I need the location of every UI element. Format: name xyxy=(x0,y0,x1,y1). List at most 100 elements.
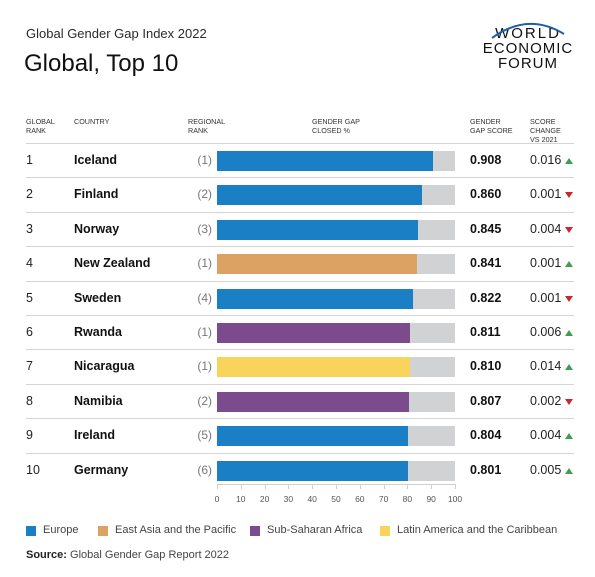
score-change: 0.001 xyxy=(530,256,562,271)
x-tick-label: 90 xyxy=(426,494,436,504)
legend-swatch xyxy=(98,526,108,536)
x-tick-label: 10 xyxy=(236,494,246,504)
wef-logo: WORLD ECONOMIC FORUM xyxy=(478,23,578,71)
x-tick-mark xyxy=(407,484,409,489)
score-change: 0.004 xyxy=(530,428,562,443)
regional-rank: (1) xyxy=(197,153,212,167)
score-change: 0.004 xyxy=(530,221,562,236)
bar-track xyxy=(217,219,455,240)
bar-track xyxy=(217,254,455,275)
chart-subtitle: Global Gender Gap Index 2022 xyxy=(26,26,207,41)
logo-swoosh-icon xyxy=(491,23,565,39)
global-rank: 10 xyxy=(26,462,40,477)
bar-gap-closed xyxy=(217,288,413,309)
row-divider xyxy=(26,315,574,316)
x-tick-label: 100 xyxy=(447,494,463,504)
arrow-up-icon xyxy=(565,261,573,268)
regional-rank: (2) xyxy=(197,393,212,408)
bar-track xyxy=(217,426,455,447)
col-header-rank: GLOBAL RANK xyxy=(26,117,55,136)
x-tick-mark xyxy=(217,484,218,489)
source-label: Source: xyxy=(26,549,67,561)
arrow-up-icon xyxy=(565,467,573,474)
score-change: 0.001 xyxy=(530,187,562,202)
x-tick-label: 40 xyxy=(307,494,317,504)
country-name: Germany xyxy=(74,462,129,477)
row-divider xyxy=(26,211,574,213)
score-change: 0.006 xyxy=(530,325,562,339)
gap-score: 0.822 xyxy=(470,290,502,305)
regional-rank: (1) xyxy=(197,359,212,374)
arrow-up-icon xyxy=(565,364,573,371)
global-rank: 4 xyxy=(26,256,33,271)
row-divider xyxy=(26,280,574,282)
col-header-change: SCORE CHANGE VS 2021 xyxy=(530,117,561,145)
x-tick-label: 70 xyxy=(378,494,389,504)
arrow-up-icon xyxy=(565,330,573,336)
country-name: Rwanda xyxy=(74,325,122,339)
x-tick-mark xyxy=(288,484,290,489)
regional-rank: (6) xyxy=(197,462,212,477)
gap-score: 0.841 xyxy=(470,256,502,271)
bar-track xyxy=(217,460,455,481)
bar-track xyxy=(217,185,455,206)
bar-gap-closed xyxy=(217,460,408,481)
bar-gap-closed xyxy=(217,219,419,240)
x-tick-mark xyxy=(336,484,337,489)
bar-gap-closed xyxy=(217,151,434,171)
bar-gap-closed xyxy=(217,391,410,412)
gap-score: 0.811 xyxy=(470,325,501,339)
x-tick-label: 30 xyxy=(283,494,294,504)
arrow-down-icon xyxy=(565,226,573,233)
regional-rank: (1) xyxy=(197,256,212,271)
gap-score: 0.845 xyxy=(470,221,502,236)
country-name: Sweden xyxy=(74,290,122,305)
score-change: 0.002 xyxy=(530,393,562,408)
gap-score: 0.801 xyxy=(470,462,502,477)
source-text: Global Gender Gap Report 2022 xyxy=(70,549,230,561)
legend-swatch xyxy=(26,526,36,536)
country-name: New Zealand xyxy=(74,256,151,271)
gap-score: 0.804 xyxy=(470,428,502,443)
x-tick-label: 50 xyxy=(331,494,341,504)
row-divider xyxy=(26,452,574,454)
x-tick-mark xyxy=(455,484,456,489)
global-rank: 1 xyxy=(26,153,33,167)
gap-score: 0.908 xyxy=(470,153,502,167)
arrow-up-icon xyxy=(565,433,573,440)
x-tick-label: 60 xyxy=(355,494,365,504)
global-rank: 7 xyxy=(26,359,33,374)
x-tick-mark xyxy=(240,484,242,489)
logo-line-2: ECONOMIC xyxy=(482,40,574,57)
row-divider xyxy=(26,143,574,144)
row-divider xyxy=(26,383,574,385)
logo-line-1: WORLD xyxy=(495,25,561,42)
bar-track xyxy=(217,391,455,412)
bar-track xyxy=(217,323,455,343)
row-divider xyxy=(26,246,574,248)
source-note: Source: Global Gender Gap Report 2022 xyxy=(26,549,229,561)
regional-rank: (2) xyxy=(197,187,212,202)
x-tick-mark xyxy=(264,484,266,489)
legend-swatch xyxy=(380,526,390,536)
country-name: Iceland xyxy=(74,153,118,167)
x-tick-label: 20 xyxy=(259,494,270,504)
regional-rank: (1) xyxy=(197,325,212,339)
bar-gap-closed xyxy=(217,323,411,343)
gap-score: 0.860 xyxy=(470,187,502,202)
score-change: 0.016 xyxy=(530,153,562,167)
x-tick-mark xyxy=(431,484,433,489)
col-header-gap-closed: GENDER GAP CLOSED % xyxy=(312,117,360,136)
arrow-down-icon xyxy=(565,398,573,405)
legend-swatch xyxy=(250,526,260,536)
bar-gap-closed xyxy=(217,357,410,378)
row-divider xyxy=(26,349,574,351)
gap-score: 0.810 xyxy=(470,359,502,374)
global-rank: 5 xyxy=(26,290,33,305)
global-rank: 6 xyxy=(26,325,33,339)
arrow-up-icon xyxy=(565,158,573,164)
x-tick-mark xyxy=(383,484,385,489)
bar-track xyxy=(217,357,455,378)
bar-gap-closed xyxy=(217,185,422,206)
x-tick-mark xyxy=(359,484,361,489)
